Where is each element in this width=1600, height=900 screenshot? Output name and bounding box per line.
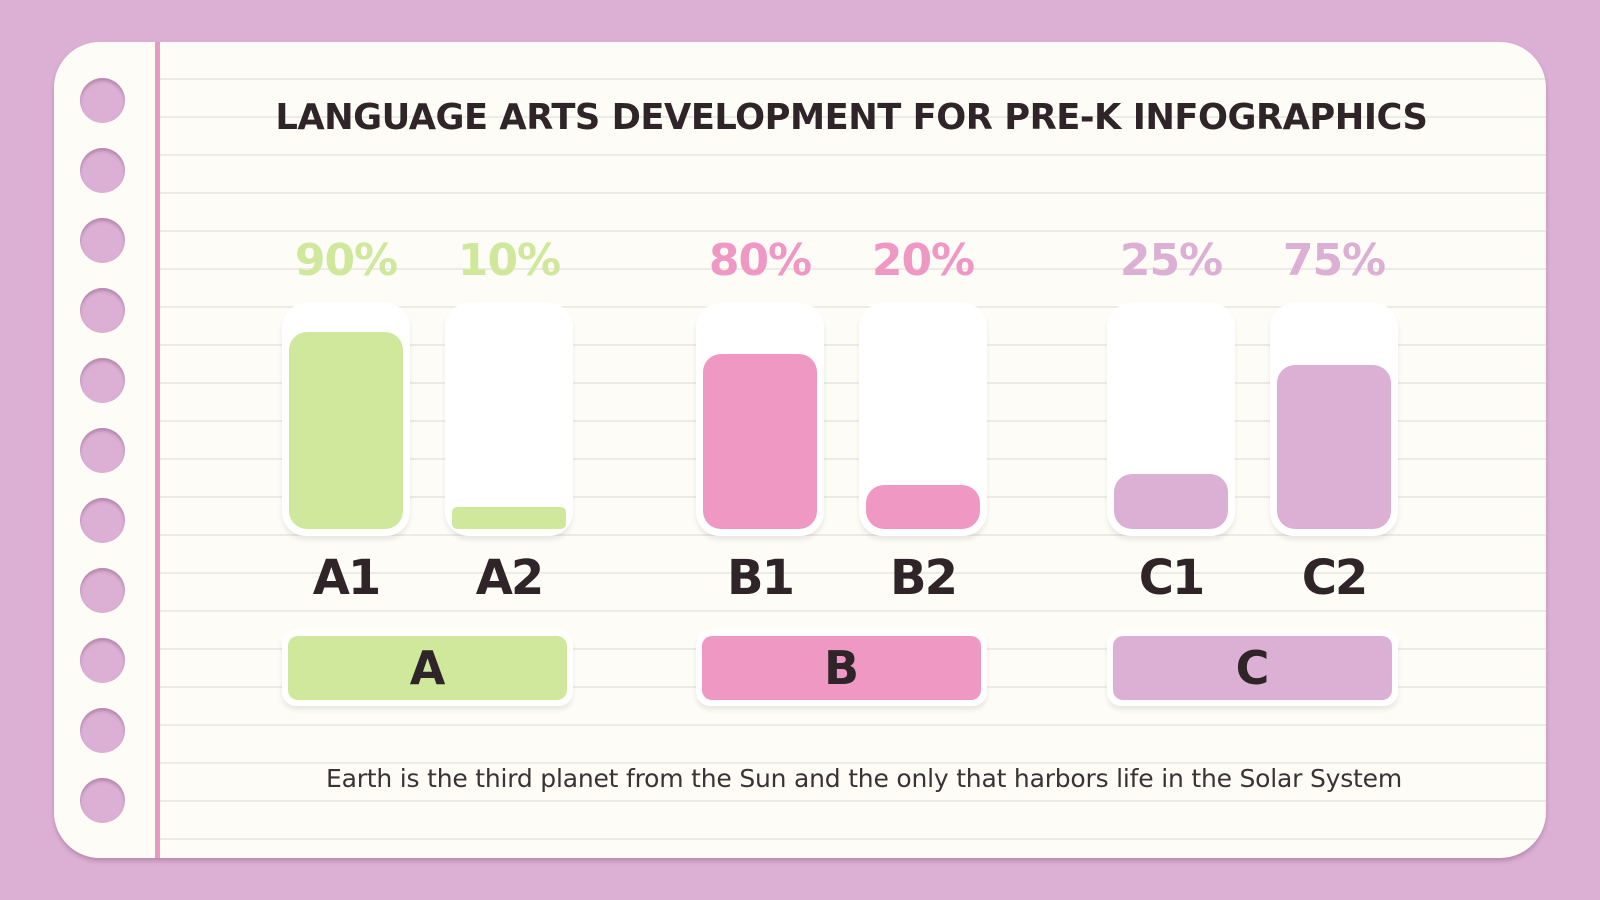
column-label-c1: C1 [1138, 550, 1206, 606]
category-button-a[interactable]: A [282, 630, 573, 706]
bar-fill-b1 [703, 354, 817, 529]
category-button-a-fill: A [288, 636, 567, 700]
column-label-a2: A2 [475, 550, 545, 606]
binder-hole [80, 638, 125, 683]
binder-hole [80, 778, 125, 823]
bar-fill-c2 [1277, 365, 1391, 529]
bar-track-b2 [859, 303, 987, 536]
percent-label-c1: 25% [1119, 235, 1223, 286]
column-label-b2: B2 [890, 550, 958, 606]
bar-fill-a1 [289, 332, 403, 529]
binder-hole [80, 498, 125, 543]
binder-hole [80, 568, 125, 613]
column-label-b1: B1 [727, 550, 795, 606]
percent-label-a1: 90% [294, 235, 398, 286]
category-button-b-fill: B [702, 636, 981, 700]
binder-hole [80, 708, 125, 753]
category-button-b[interactable]: B [696, 630, 987, 706]
bar-track-c1 [1107, 303, 1235, 536]
percent-label-b2: 20% [871, 235, 975, 286]
binder-hole [80, 288, 125, 333]
bar-track-a2 [445, 303, 573, 536]
footer-description: Earth is the third planet from the Sun a… [325, 764, 1402, 793]
bar-track-a1 [282, 303, 410, 536]
bar-fill-a2 [452, 507, 566, 529]
percent-label-b1: 80% [708, 235, 812, 286]
binder-hole [80, 78, 125, 123]
binder-hole [80, 148, 125, 193]
binder-hole [80, 358, 125, 403]
category-button-c[interactable]: C [1107, 630, 1398, 706]
percent-label-c2: 75% [1282, 235, 1386, 286]
bar-fill-b2 [866, 485, 980, 529]
category-button-c-fill: C [1113, 636, 1392, 700]
notebook-card: LANGUAGE ARTS DEVELOPMENT FOR PRE-K INFO… [54, 42, 1546, 858]
binder-hole [80, 428, 125, 473]
page-title: LANGUAGE ARTS DEVELOPMENT FOR PRE-K INFO… [275, 97, 1428, 138]
bar-track-b1 [696, 303, 824, 536]
margin-line [155, 42, 160, 858]
bar-fill-c1 [1114, 474, 1228, 529]
percent-label-a2: 10% [457, 235, 561, 286]
bar-track-c2 [1270, 303, 1398, 536]
binder-hole [80, 218, 125, 263]
column-label-a1: A1 [312, 550, 382, 606]
column-label-c2: C2 [1301, 550, 1369, 606]
